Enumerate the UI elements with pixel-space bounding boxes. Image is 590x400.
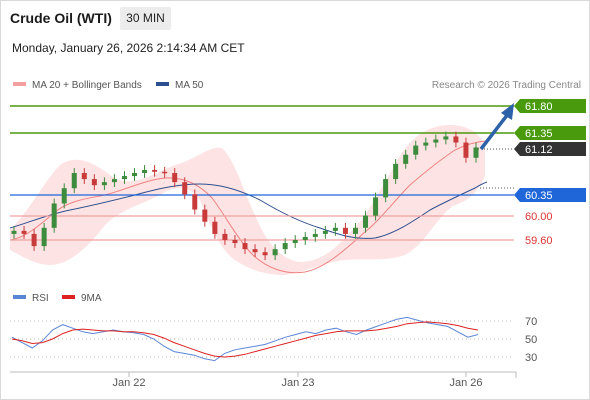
tag-shape-61-80 — [514, 99, 586, 113]
tag-shape-60-35 — [514, 188, 586, 202]
datetime-label: Monday, January 26, 2026 2:14:34 AM CET — [12, 41, 245, 55]
tag-text-61-80: 61.80 — [525, 101, 553, 113]
bollinger-swatch — [13, 82, 26, 87]
candle-body — [162, 171, 168, 174]
candle-body — [383, 179, 389, 198]
candle-body — [11, 230, 17, 234]
candle-body — [473, 147, 479, 158]
ma50-swatch — [156, 82, 169, 87]
tag-text-60-35: 60.35 — [525, 190, 553, 202]
candle-body — [423, 142, 429, 146]
rsi-tick-70: 70 — [525, 316, 537, 328]
ma9-legend-label: 9MA — [81, 293, 102, 304]
candle-body — [443, 136, 449, 140]
ma50-legend: MA 50 — [156, 80, 203, 92]
x-tick-jan-23: Jan 23 — [281, 377, 314, 389]
level-label-60-00: 60.00 — [525, 211, 553, 223]
forecast-arrow-head — [501, 103, 514, 120]
candle-body — [172, 173, 178, 183]
tag-text-61-12: 61.12 — [525, 144, 553, 156]
candle-body — [182, 182, 188, 195]
level-tag-61-12: 61.12 — [514, 142, 586, 156]
candle-body — [403, 154, 409, 164]
candle-body — [363, 215, 369, 228]
candle-body — [373, 197, 379, 216]
candle-body — [142, 169, 148, 173]
candle-body — [81, 173, 87, 180]
candle-body — [51, 203, 57, 228]
candle-body — [433, 139, 439, 143]
candle-body — [31, 233, 37, 247]
level-tag-60-35: 60.35 — [514, 188, 586, 202]
tag-shape-61-35 — [514, 126, 586, 140]
candle-body — [212, 221, 218, 234]
candle-body — [322, 230, 328, 234]
candle-body — [21, 230, 27, 234]
tag-shape-61-12 — [514, 142, 586, 156]
ma50-legend-label: MA 50 — [175, 80, 204, 91]
candle-body — [101, 182, 107, 186]
rsi-legend: RSI — [13, 293, 49, 305]
candle-body — [91, 179, 97, 186]
candle-body — [252, 249, 258, 253]
candle-body — [413, 145, 419, 155]
candle-body — [332, 227, 338, 231]
candle-body — [132, 173, 138, 177]
candle-body — [152, 169, 158, 172]
bollinger-legend: MA 20 + Bollinger Bands — [13, 80, 142, 92]
rsi-line — [11, 316, 479, 362]
candle-body — [41, 227, 47, 247]
candle-body — [463, 142, 469, 158]
ma20-line — [9, 140, 486, 274]
ma50-line — [9, 181, 488, 239]
candle-body — [242, 243, 248, 250]
x-tick-jan-26: Jan 26 — [449, 377, 482, 389]
candle-body — [232, 240, 238, 244]
rsi-swatch — [13, 295, 26, 300]
rsi-ma-line — [11, 321, 479, 358]
candle-body — [121, 176, 127, 180]
candle-body — [342, 227, 348, 234]
candle-body — [61, 188, 67, 204]
forecast-arrow-shaft — [479, 112, 510, 151]
candle-body — [71, 173, 77, 189]
bollinger-legend-label: MA 20 + Bollinger Bands — [32, 80, 142, 91]
level-tag-61-35: 61.35 — [514, 126, 586, 140]
rsi-tick-50: 50 — [525, 334, 537, 346]
candle-body — [282, 243, 288, 250]
rsi-legend-label: RSI — [32, 293, 49, 304]
candle-body — [453, 136, 459, 143]
level-label-59-60: 59.60 — [525, 235, 553, 247]
timeframe-badge[interactable]: 30 MIN — [120, 7, 171, 30]
candle-body — [302, 236, 308, 240]
candlestick-series — [11, 131, 479, 261]
rsi-tick-30: 30 — [525, 352, 537, 364]
ma9-swatch — [62, 295, 75, 300]
candle-body — [192, 194, 198, 210]
ma9-legend: 9MA — [62, 293, 102, 305]
candle-body — [272, 249, 278, 256]
candle-body — [292, 240, 298, 244]
instrument-title: Crude Oil (WTI) — [10, 10, 112, 26]
candle-body — [202, 209, 208, 222]
tag-text-61-35: 61.35 — [525, 128, 553, 140]
candle-body — [393, 163, 399, 180]
bollinger-band — [10, 125, 485, 275]
candle-body — [352, 227, 358, 234]
candle-body — [222, 233, 228, 240]
candle-body — [111, 179, 117, 183]
candle-body — [262, 252, 268, 256]
candle-body — [312, 233, 318, 237]
copyright-label: Research © 2026 Trading Central — [431, 80, 581, 91]
x-tick-jan-22: Jan 22 — [112, 377, 145, 389]
level-tag-61-80: 61.80 — [514, 99, 586, 113]
